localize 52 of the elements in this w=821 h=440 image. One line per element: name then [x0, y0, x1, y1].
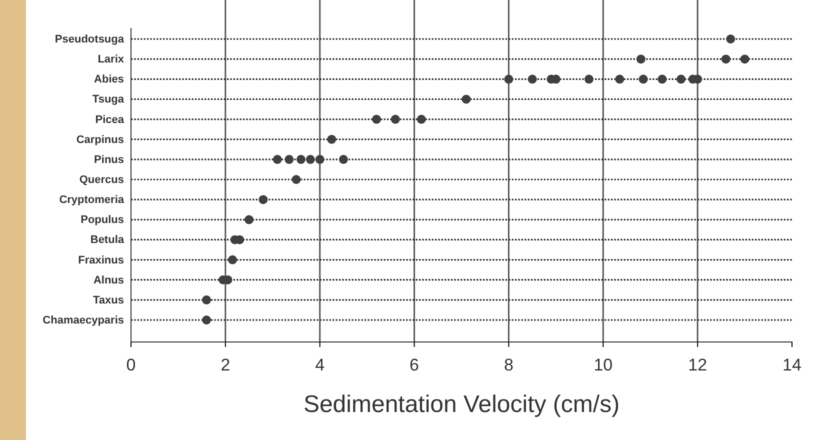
- x-tick-label: 12: [688, 355, 708, 374]
- point: [416, 114, 426, 124]
- point: [296, 154, 306, 164]
- point: [306, 154, 315, 164]
- point: [244, 215, 254, 224]
- point: [638, 74, 648, 84]
- y-tick-label: Alnus: [93, 274, 124, 286]
- point: [202, 316, 212, 324]
- point: [372, 114, 382, 124]
- point: [292, 175, 301, 184]
- point: [258, 195, 268, 204]
- point: [390, 114, 400, 124]
- point: [462, 94, 471, 104]
- y-tick-label: Quercus: [79, 174, 124, 186]
- point: [202, 295, 212, 304]
- y-tick-label: Abies: [94, 74, 124, 86]
- point: [338, 154, 348, 164]
- x-tick-label: 2: [220, 355, 230, 374]
- point: [584, 74, 594, 84]
- x-tick-label: 8: [504, 355, 514, 374]
- y-tick-label: Taxus: [93, 294, 124, 306]
- point: [636, 54, 646, 64]
- x-tick-label: 6: [410, 355, 420, 374]
- point: [272, 154, 282, 164]
- point: [676, 74, 686, 84]
- point: [315, 154, 324, 164]
- y-tick-label: Chamaecyparis: [42, 314, 124, 327]
- point: [740, 54, 750, 64]
- y-tick-label: Pseudotsuga: [54, 34, 125, 46]
- point: [284, 154, 294, 164]
- y-tick-label: Carpinus: [76, 134, 124, 146]
- x-tick-label: 10: [594, 355, 613, 374]
- point: [228, 255, 238, 264]
- point: [504, 74, 514, 84]
- point: [327, 134, 336, 144]
- y-tick-label: Populus: [80, 214, 124, 226]
- y-tick-label: Cryptomeria: [59, 194, 125, 206]
- y-tick-label: Larix: [98, 54, 125, 66]
- x-tick-label: 4: [315, 355, 325, 374]
- point: [615, 74, 624, 84]
- y-tick-label: Pinus: [94, 154, 124, 166]
- y-tick-label: Tsuga: [92, 94, 125, 106]
- x-tick-label: 14: [782, 355, 802, 374]
- point: [658, 74, 667, 84]
- x-tick-label: 0: [126, 355, 136, 374]
- x-axis-title: Sedimentation Velocity (cm/s): [303, 391, 620, 418]
- y-tick-label: Picea: [95, 114, 125, 126]
- y-tick-label: Fraxinus: [78, 254, 124, 266]
- point: [726, 34, 736, 44]
- y-tick-label: Betula: [90, 234, 125, 246]
- point: [721, 54, 730, 64]
- point: [528, 74, 537, 84]
